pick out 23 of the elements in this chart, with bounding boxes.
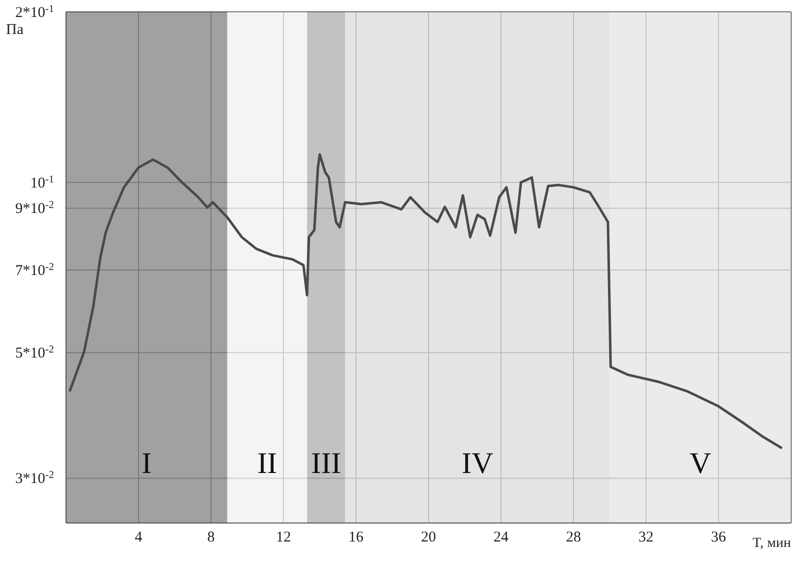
line-series — [68, 153, 784, 450]
y-tick-label: 3*10$^{-2}$ — [15, 470, 54, 488]
x-tick-label: 4 — [134, 530, 143, 546]
y-tick-label: 2*10$^{-1}$ — [15, 4, 54, 21]
x-tick-label: 20 — [421, 530, 436, 546]
x-tick-label: 24 — [494, 530, 509, 546]
y-tick-label: 5*10$^{-2}$ — [15, 344, 54, 362]
band-label: IV — [462, 447, 494, 480]
band-label: V — [690, 447, 712, 480]
band-label: I — [142, 447, 152, 480]
y-tick-label: 10$^{-1}$ — [30, 174, 54, 192]
x-tick-label: 28 — [566, 530, 581, 546]
y-tick-label: 9*10$^{-2}$ — [15, 200, 54, 218]
x-tick-label: 32 — [638, 530, 654, 546]
band-label: III — [311, 447, 342, 480]
x-tick-label: 16 — [348, 530, 364, 546]
band-label: II — [257, 447, 278, 480]
x-tick-label: 8 — [207, 530, 215, 546]
x-tick-label: 36 — [711, 530, 726, 546]
y-axis-title: Па — [6, 22, 24, 38]
y-tick-label: 7*10$^{-2}$ — [15, 261, 54, 279]
x-tick-label: 12 — [276, 530, 291, 546]
x-axis-title: T, мин — [752, 536, 792, 551]
